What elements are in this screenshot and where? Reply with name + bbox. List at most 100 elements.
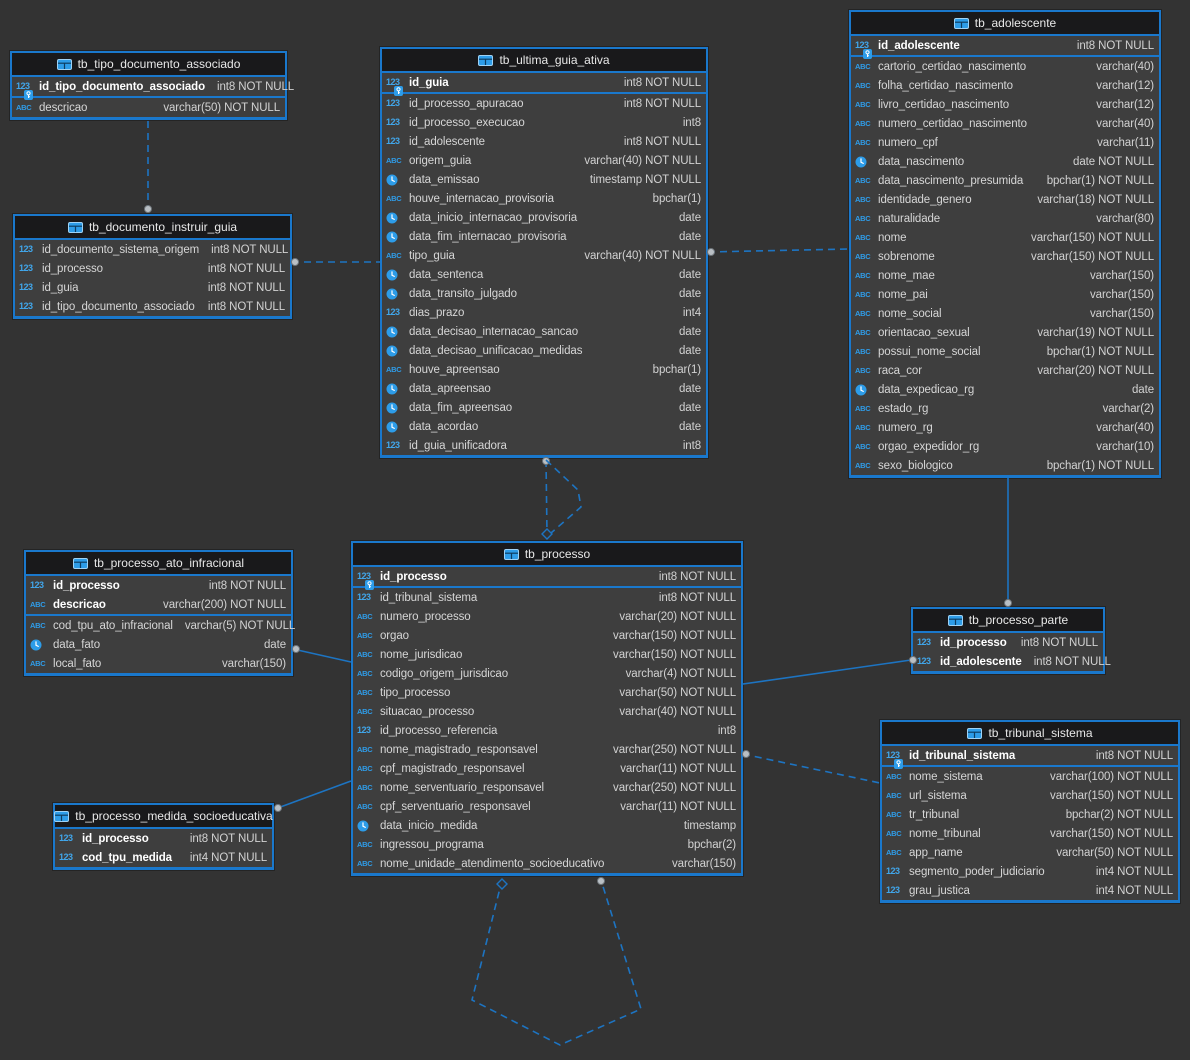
column-row[interactable]: ABC orgao_expedidor_rg varchar(10) xyxy=(851,437,1159,456)
column-row[interactable]: data_emissao timestamp NOT NULL xyxy=(382,170,706,189)
entity-header[interactable]: tb_documento_instruir_guia xyxy=(15,216,290,240)
entity-header[interactable]: tb_processo_ato_infracional xyxy=(26,552,291,576)
column-row[interactable]: 123 id_guia_unificadora int8 xyxy=(382,436,706,455)
entity-header[interactable]: tb_ultima_guia_ativa xyxy=(382,49,706,73)
column-row[interactable]: 123 id_tribunal_sistema int8 NOT NULL xyxy=(353,588,741,607)
column-row[interactable]: data_decisao_internacao_sancao date xyxy=(382,322,706,341)
column-row[interactable]: 123 id_processo int8 NOT NULL xyxy=(15,259,290,278)
column-row[interactable]: ABC ingressou_programa bpchar(2) xyxy=(353,835,741,854)
column-row[interactable]: ABC raca_cor varchar(20) NOT NULL xyxy=(851,361,1159,380)
column-row[interactable]: ABC sexo_biologico bpchar(1) NOT NULL xyxy=(851,456,1159,475)
column-row[interactable]: ABC folha_certidao_nascimento varchar(12) xyxy=(851,76,1159,95)
column-row[interactable]: data_inicio_medida timestamp xyxy=(353,816,741,835)
entity-header[interactable]: tb_processo xyxy=(353,543,741,567)
column-row[interactable]: ABC houve_apreensao bpchar(1) xyxy=(382,360,706,379)
column-row[interactable]: ABC numero_certidao_nascimento varchar(40) xyxy=(851,114,1159,133)
column-row[interactable]: 123 id_processo_apuracao int8 NOT NULL xyxy=(382,94,706,113)
column-row[interactable]: ABC cpf_magistrado_responsavel varchar(11)… xyxy=(353,759,741,778)
column-row[interactable]: ABC houve_internacao_provisoria bpchar(1) xyxy=(382,189,706,208)
column-row[interactable]: ABC url_sistema varchar(150) NOT NULL xyxy=(882,786,1178,805)
column-row[interactable]: ABC nome_magistrado_responsavel varchar(25… xyxy=(353,740,741,759)
column-row[interactable]: data_fim_internacao_provisoria date xyxy=(382,227,706,246)
column-row[interactable]: data_apreensao date xyxy=(382,379,706,398)
column-row[interactable]: ABC livro_certidao_nascimento varchar(12) xyxy=(851,95,1159,114)
column-row[interactable]: ABC numero_rg varchar(40) xyxy=(851,418,1159,437)
column-row[interactable]: ABC numero_processo varchar(20) NOT NULL xyxy=(353,607,741,626)
column-row[interactable]: 123 id_documento_sistema_origem int8 NOT N… xyxy=(15,240,290,259)
column-row[interactable]: ABC tr_tribunal bpchar(2) NOT NULL xyxy=(882,805,1178,824)
column-row[interactable]: 123 id_processo int8 NOT NULL xyxy=(913,633,1103,652)
column-row[interactable]: 123 grau_justica int4 NOT NULL xyxy=(882,881,1178,900)
column-row[interactable]: data_acordao date xyxy=(382,417,706,436)
column-row[interactable]: ABC tipo_guia varchar(40) NOT NULL xyxy=(382,246,706,265)
column-row[interactable]: ABC situacao_processo varchar(40) NOT NULL xyxy=(353,702,741,721)
column-row[interactable]: ABC numero_cpf varchar(11) xyxy=(851,133,1159,152)
column-row[interactable]: data_transito_julgado date xyxy=(382,284,706,303)
entity-tb_tipo_documento_associado[interactable]: tb_tipo_documento_associado 123 id_tipo_do… xyxy=(10,51,294,120)
column-row[interactable]: ABC app_name varchar(50) NOT NULL xyxy=(882,843,1178,862)
column-row[interactable]: data_decisao_unificacao_medidas date xyxy=(382,341,706,360)
column-row[interactable]: ABC cartorio_certidao_nascimento varchar(4… xyxy=(851,57,1159,76)
column-row[interactable]: 123 id_processo int8 NOT NULL xyxy=(55,829,272,848)
entity-tb_processo_ato_infracional[interactable]: tb_processo_ato_infracional 123 id_process… xyxy=(24,550,295,676)
column-row[interactable]: 123 id_processo_execucao int8 xyxy=(382,113,706,132)
entity-tb_processo_medida_socioeducativa[interactable]: tb_processo_medida_socioeducativa 123 id_p… xyxy=(53,803,274,870)
entity-tb_processo_parte[interactable]: tb_processo_parte 123 id_processo int8 NOT … xyxy=(911,607,1111,674)
column-row[interactable]: ABC nome_serventuario_responsavel varchar(… xyxy=(353,778,741,797)
column-row[interactable]: data_expedicao_rg date xyxy=(851,380,1159,399)
column-row[interactable]: 123 cod_tpu_medida int4 NOT NULL xyxy=(55,848,272,867)
column-row[interactable]: data_nascimento date NOT NULL xyxy=(851,152,1159,171)
column-row[interactable]: 123 id_tribunal_sistema int8 NOT NULL xyxy=(882,746,1178,769)
column-row[interactable]: ABC nome varchar(150) NOT NULL xyxy=(851,228,1159,247)
entity-header[interactable]: tb_processo_parte xyxy=(913,609,1103,633)
entity-header[interactable]: tb_tribunal_sistema xyxy=(882,722,1178,746)
column-row[interactable]: ABC orientacao_sexual varchar(19) NOT NULL xyxy=(851,323,1159,342)
column-row[interactable]: 123 dias_prazo int4 xyxy=(382,303,706,322)
entity-tb_adolescente[interactable]: tb_adolescente 123 id_adolescente int8 NOT … xyxy=(849,10,1161,478)
column-row[interactable]: 123 id_processo_referencia int8 xyxy=(353,721,741,740)
entity-tb_tribunal_sistema[interactable]: tb_tribunal_sistema 123 id_tribunal_sistem… xyxy=(880,720,1180,903)
column-row[interactable]: ABC cod_tpu_ato_infracional varchar(5) NOT… xyxy=(26,616,295,635)
entity-header[interactable]: tb_processo_medida_socioeducativa xyxy=(54,805,273,829)
column-row[interactable]: ABC sobrenome varchar(150) NOT NULL xyxy=(851,247,1159,266)
column-row[interactable]: ABC nome_pai varchar(150) xyxy=(851,285,1159,304)
column-row[interactable]: data_sentenca date xyxy=(382,265,706,284)
column-row[interactable]: 123 id_adolescente int8 NOT NULL xyxy=(382,132,706,151)
column-row[interactable]: ABC cpf_serventuario_responsavel varchar(1… xyxy=(353,797,741,816)
entity-tb_processo[interactable]: tb_processo 123 id_processo int8 NOT NULL 12… xyxy=(351,541,743,876)
entity-tb_documento_instruir_guia[interactable]: tb_documento_instruir_guia 123 id_document… xyxy=(13,214,292,319)
column-row[interactable]: 123 segmento_poder_judiciario int4 NOT NUL… xyxy=(882,862,1178,881)
column-row[interactable]: ABC nome_social varchar(150) xyxy=(851,304,1159,323)
column-row[interactable]: ABC local_fato varchar(150) xyxy=(26,654,291,673)
entity-tb_ultima_guia_ativa[interactable]: tb_ultima_guia_ativa 123 id_guia int8 NOT N… xyxy=(380,47,708,458)
column-row[interactable]: ABC naturalidade varchar(80) xyxy=(851,209,1159,228)
column-row[interactable]: data_fato date xyxy=(26,635,291,654)
column-row[interactable]: ABC nome_jurisdicao varchar(150) NOT NULL xyxy=(353,645,741,664)
column-row[interactable]: ABC identidade_genero varchar(18) NOT NULL xyxy=(851,190,1159,209)
column-row[interactable]: ABC nome_sistema varchar(100) NOT NULL xyxy=(882,767,1178,786)
column-row[interactable]: data_inicio_internacao_provisoria date xyxy=(382,208,706,227)
column-row[interactable]: ABC descricao varchar(200) NOT NULL xyxy=(26,595,291,614)
column-row[interactable]: 123 id_adolescente int8 NOT NULL xyxy=(913,652,1111,671)
column-row[interactable]: 123 id_processo int8 NOT NULL xyxy=(353,567,741,590)
column-row[interactable]: ABC codigo_origem_jurisdicao varchar(4) NO… xyxy=(353,664,741,683)
column-row[interactable]: ABC estado_rg varchar(2) xyxy=(851,399,1159,418)
column-row[interactable]: 123 id_guia int8 NOT NULL xyxy=(382,73,706,96)
column-row[interactable]: ABC data_nascimento_presumida bpchar(1) NO… xyxy=(851,171,1159,190)
entity-header[interactable]: tb_adolescente xyxy=(851,12,1159,36)
column-row[interactable]: data_fim_apreensao date xyxy=(382,398,706,417)
column-row[interactable]: ABC possui_nome_social bpchar(1) NOT NULL xyxy=(851,342,1159,361)
column-row[interactable]: 123 id_adolescente int8 NOT NULL xyxy=(851,36,1159,59)
column-row[interactable]: ABC descricao varchar(50) NOT NULL xyxy=(12,98,285,117)
column-row[interactable]: 123 id_tipo_documento_associado int8 NOT N… xyxy=(15,297,290,316)
column-row[interactable]: ABC orgao varchar(150) NOT NULL xyxy=(353,626,741,645)
column-row[interactable]: ABC tipo_processo varchar(50) NOT NULL xyxy=(353,683,741,702)
column-row[interactable]: 123 id_processo int8 NOT NULL xyxy=(26,576,291,595)
column-row[interactable]: ABC nome_tribunal varchar(150) NOT NULL xyxy=(882,824,1178,843)
column-row[interactable]: ABC nome_mae varchar(150) xyxy=(851,266,1159,285)
column-row[interactable]: 123 id_tipo_documento_associado int8 NOT N… xyxy=(12,77,294,100)
column-row[interactable]: ABC origem_guia varchar(40) NOT NULL xyxy=(382,151,706,170)
column-row[interactable]: ABC nome_unidade_atendimento_socioeducati… xyxy=(353,854,741,873)
entity-header[interactable]: tb_tipo_documento_associado xyxy=(12,53,285,77)
